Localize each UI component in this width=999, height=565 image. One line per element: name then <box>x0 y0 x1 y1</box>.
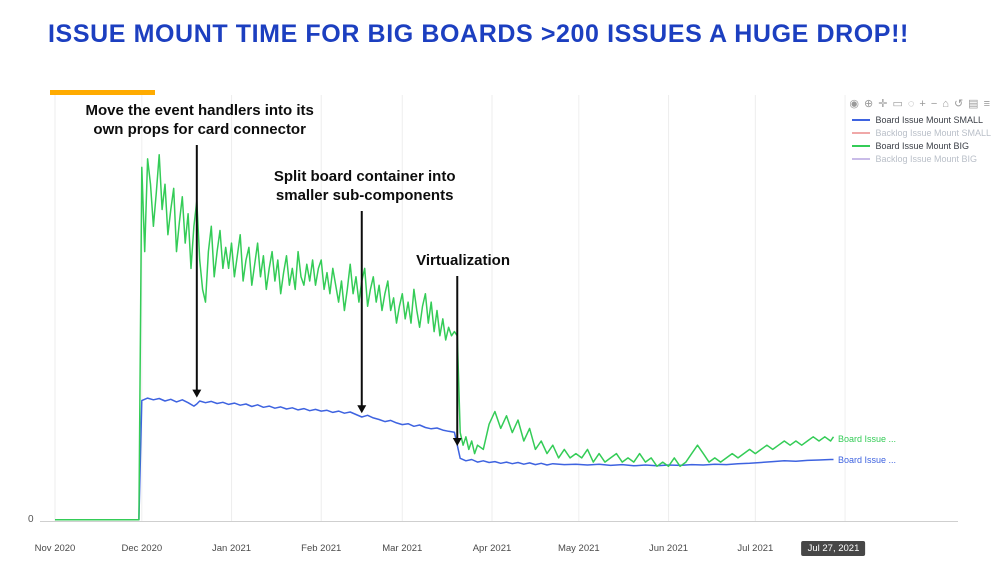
legend-item-board-issue-mount-big[interactable]: Board Issue Mount BIG <box>852 141 991 151</box>
legend-swatch <box>852 158 871 160</box>
legend-label: Board Issue Mount BIG <box>875 141 969 151</box>
hover-mode-icon[interactable]: ≡ <box>983 98 990 110</box>
y-axis-zero-label: 0 <box>28 514 34 525</box>
chart-legend: Board Issue Mount SMALL Backlog Issue Mou… <box>852 115 991 164</box>
annotation-arrowhead <box>452 438 462 447</box>
x-axis-tick-label: Nov 2020 <box>34 543 76 554</box>
legend-item-board-issue-mount-small[interactable]: Board Issue Mount SMALL <box>852 115 991 125</box>
legend-item-backlog-issue-mount-small[interactable]: Backlog Issue Mount SMALL <box>852 128 991 138</box>
annotation-arrowhead <box>192 389 202 398</box>
reset-axes-icon[interactable]: ↺ <box>953 98 964 110</box>
legend-swatch <box>852 132 871 134</box>
x-axis-tick-label: Jun 2021 <box>648 543 689 554</box>
x-axis-tick-label: Feb 2021 <box>301 543 342 554</box>
series-end-label: Board Issue ... <box>838 454 897 465</box>
x-axis-tick-label: May 2021 <box>557 543 600 554</box>
box-select-icon[interactable]: ▭ <box>892 98 903 110</box>
legend-label: Backlog Issue Mount BIG <box>875 154 977 164</box>
legend-label: Backlog Issue Mount SMALL <box>875 128 991 138</box>
legend-label: Board Issue Mount SMALL <box>875 115 983 125</box>
series-line-board-issue-mount-small <box>55 397 834 521</box>
zoom-in-icon[interactable]: + <box>919 98 926 110</box>
chart-annotation: Split board container into smaller sub-co… <box>273 168 456 204</box>
autoscale-icon[interactable]: ⌂ <box>942 98 949 110</box>
legend-swatch <box>852 119 871 121</box>
annotation-arrowhead <box>357 405 367 414</box>
title-accent-bar <box>50 90 155 95</box>
plotly-modebar: ◉ ⊕ ✛ ▭ ◌ + − ⌂ ↺ ▤ ≡ <box>848 99 991 110</box>
series-line-board-issue-mount-big <box>55 153 835 521</box>
x-axis-tick-label: Apr 2021 <box>472 543 512 554</box>
legend-swatch <box>852 145 871 147</box>
x-axis-tick-label: Dec 2020 <box>121 543 163 554</box>
chart-annotation: Virtualization <box>416 252 510 269</box>
camera-icon[interactable]: ◉ <box>849 98 860 110</box>
x-axis-tick-label: Mar 2021 <box>382 543 423 554</box>
series-end-label: Board Issue ... <box>838 433 897 444</box>
chart-annotation: Move the event handlers into its own prop… <box>85 102 314 138</box>
zoom-out-icon[interactable]: − <box>930 98 938 110</box>
page-title: ISSUE MOUNT TIME FOR BIG BOARDS >200 ISS… <box>48 20 909 48</box>
x-axis-hover-label: Jul 27, 2021 <box>801 541 866 556</box>
pan-icon[interactable]: ✛ <box>878 98 888 110</box>
zoom-icon[interactable]: ⊕ <box>864 98 874 110</box>
lasso-icon[interactable]: ◌ <box>907 98 915 110</box>
x-axis-tick-label: Jul 2021 <box>737 543 774 554</box>
x-axis-tick-label: Jan 2021 <box>211 543 252 554</box>
spikelines-icon[interactable]: ▤ <box>968 98 979 110</box>
legend-item-backlog-issue-mount-big[interactable]: Backlog Issue Mount BIG <box>852 154 991 164</box>
